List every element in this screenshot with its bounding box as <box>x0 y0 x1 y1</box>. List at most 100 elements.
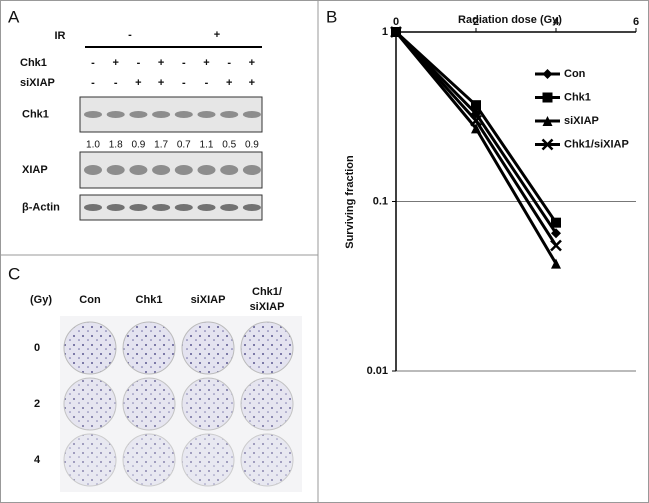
blot-label: β-Actin <box>22 201 60 213</box>
marker <box>551 258 561 269</box>
dish <box>181 321 235 375</box>
legend-label: Con <box>564 68 586 80</box>
dish <box>240 321 294 375</box>
quant: 0.9 <box>131 140 145 151</box>
sign: + <box>249 77 255 89</box>
unit: (Gy) <box>30 294 52 306</box>
sign: - <box>137 57 141 69</box>
band <box>129 204 148 211</box>
legend-label: Chk1 <box>564 91 591 103</box>
row-label: 0 <box>34 342 40 354</box>
band <box>152 204 171 211</box>
band <box>129 165 148 175</box>
chart-title: Radiation dose (Gy) <box>458 14 562 26</box>
quant: 0.9 <box>245 140 259 151</box>
x-tick-label: 4 <box>553 16 560 28</box>
marker <box>390 26 402 38</box>
sign: - <box>114 77 118 89</box>
column-label: Con <box>79 294 101 306</box>
legend-label: Chk1/siXIAP <box>564 138 629 150</box>
panel-label: B <box>326 7 337 26</box>
quant: 1.0 <box>86 140 100 151</box>
y-tick-label: 0.1 <box>373 195 388 207</box>
quant: 0.5 <box>222 140 236 151</box>
marker <box>551 228 561 239</box>
marker <box>550 239 562 252</box>
band <box>242 165 261 175</box>
sign: - <box>205 77 209 89</box>
y-tick-label: 1 <box>382 26 388 38</box>
dish <box>122 377 176 431</box>
row-label: IR <box>55 30 66 42</box>
sign: - <box>182 77 186 89</box>
marker <box>542 116 553 126</box>
dish <box>181 377 235 431</box>
dish <box>63 321 117 375</box>
band <box>220 165 239 175</box>
column-label: Chk1 <box>136 294 163 306</box>
band <box>152 111 171 118</box>
group-sign: - <box>128 29 132 41</box>
marker <box>470 114 482 127</box>
band <box>152 165 171 175</box>
sign: + <box>203 57 209 69</box>
quant: 1.1 <box>200 140 214 151</box>
marker <box>471 100 481 111</box>
group-sign: + <box>214 29 220 41</box>
band <box>129 111 148 118</box>
row-label: Chk1 <box>20 57 47 69</box>
x-tick-label: 2 <box>473 16 479 28</box>
marker <box>551 217 561 228</box>
sign: - <box>182 57 186 69</box>
band <box>84 165 102 175</box>
band <box>220 111 239 118</box>
band <box>197 204 216 211</box>
quant: 0.7 <box>177 140 191 151</box>
x-tick-label: 6 <box>633 16 639 28</box>
blot-label: Chk1 <box>22 108 49 120</box>
band <box>106 165 125 175</box>
row-label: siXIAP <box>20 77 55 89</box>
sign: + <box>112 57 118 69</box>
band <box>174 165 193 175</box>
blot-label: XIAP <box>22 164 48 176</box>
band <box>106 204 125 211</box>
dish <box>240 433 294 487</box>
band <box>174 204 193 211</box>
band <box>242 204 261 211</box>
y-tick-label: 0.01 <box>367 365 388 377</box>
band <box>220 204 239 211</box>
marker <box>542 92 553 103</box>
dish <box>181 433 235 487</box>
column-label: siXIAP <box>191 294 226 306</box>
column-label: siXIAP <box>250 301 285 313</box>
sign: + <box>226 77 232 89</box>
legend-label: siXIAP <box>564 115 599 127</box>
sign: + <box>135 77 141 89</box>
dish <box>122 433 176 487</box>
row-label: 4 <box>34 454 41 466</box>
quant: 1.7 <box>154 140 168 151</box>
band <box>84 111 102 118</box>
panel-label: C <box>8 264 20 283</box>
marker <box>471 123 481 134</box>
y-axis-label: Surviving fraction <box>344 155 356 249</box>
quant: 1.8 <box>109 140 123 151</box>
sign: + <box>158 77 164 89</box>
band <box>106 111 125 118</box>
band <box>197 165 216 175</box>
row-label: 2 <box>34 398 40 410</box>
sign: - <box>91 57 95 69</box>
column-label: Chk1/ <box>252 286 282 298</box>
band <box>242 111 261 118</box>
dish <box>122 321 176 375</box>
band <box>84 204 102 211</box>
dish <box>63 377 117 431</box>
dish <box>240 377 294 431</box>
marker <box>542 69 553 79</box>
sign: - <box>227 57 231 69</box>
panel-label: A <box>8 7 20 26</box>
marker <box>541 138 554 151</box>
band <box>197 111 216 118</box>
x-tick-label: 0 <box>393 16 399 28</box>
